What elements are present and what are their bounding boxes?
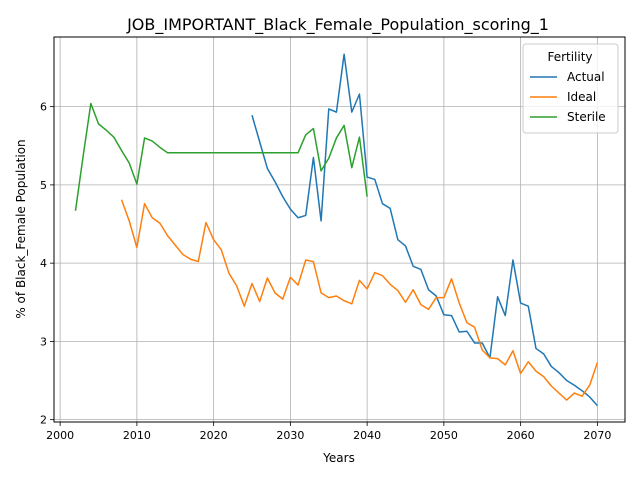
x-tick-label: 2040 <box>353 429 381 442</box>
x-tick-label: 2050 <box>430 429 458 442</box>
legend-title: Fertility <box>547 50 592 64</box>
series-line-ideal <box>120 199 599 401</box>
x-tick-label: 2060 <box>507 429 535 442</box>
chart-title: JOB_IMPORTANT_Black_Female_Population_sc… <box>126 15 549 35</box>
x-tick-label: 2000 <box>46 429 74 442</box>
legend-label-ideal: Ideal <box>567 90 596 104</box>
plot-frame <box>53 36 626 423</box>
y-axis-label: % of Black_Female Population <box>14 139 28 318</box>
legend: Fertility Actual Ideal Sterile <box>522 43 619 134</box>
y-tick-label: 4 <box>40 257 47 270</box>
legend-box <box>522 43 619 134</box>
y-axis-ticks: 2 3 4 5 6 <box>40 101 54 427</box>
legend-entries: Actual Ideal Sterile <box>530 70 606 124</box>
x-tick-label: 2030 <box>276 429 304 442</box>
series-line-sterile <box>74 102 368 211</box>
legend-label-sterile: Sterile <box>567 110 606 124</box>
x-axis-label: Years <box>322 451 355 465</box>
y-tick-label: 5 <box>40 179 47 192</box>
x-tick-label: 2070 <box>583 429 611 442</box>
series-lines <box>74 53 599 407</box>
y-tick-label: 3 <box>40 335 47 348</box>
x-axis-ticks: 2000 2010 2020 2030 2040 2050 2060 2070 <box>46 422 611 442</box>
x-tick-label: 2010 <box>123 429 151 442</box>
y-tick-label: 2 <box>40 414 47 427</box>
legend-label-actual: Actual <box>567 70 605 84</box>
series-line-actual <box>251 53 598 407</box>
x-tick-label: 2020 <box>200 429 228 442</box>
y-tick-label: 6 <box>40 101 47 114</box>
